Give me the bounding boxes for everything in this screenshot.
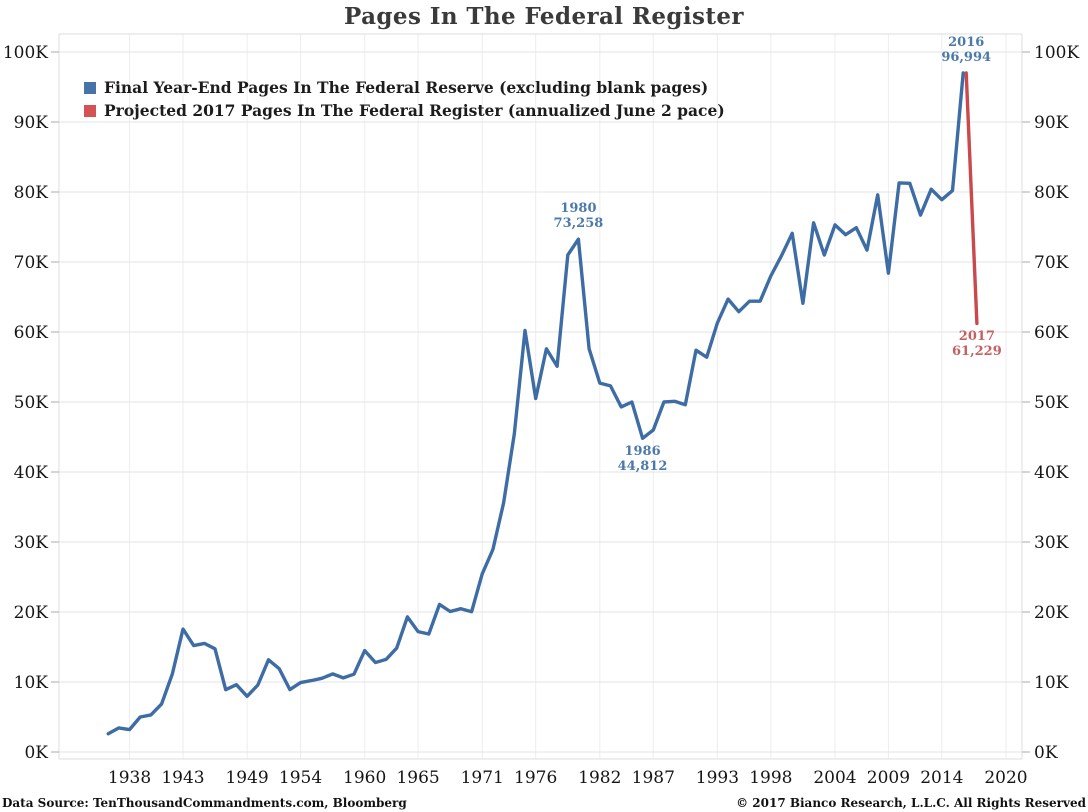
annotation-year: 2016	[948, 35, 985, 51]
data-source-note: Data Source: TenThousandCommandments.com…	[2, 796, 407, 810]
y-axis-label-right: 100K	[1034, 43, 1079, 63]
x-axis-label: 2009	[867, 768, 910, 788]
x-axis-label: 1971	[461, 768, 504, 788]
annotation-value: 73,258	[553, 215, 604, 231]
x-axis-label: 1987	[632, 768, 675, 788]
x-axis-label: 2004	[813, 768, 856, 788]
x-axis-label: 1965	[396, 768, 439, 788]
x-axis-label: 1938	[108, 768, 151, 788]
y-axis-label-right: 40K	[1034, 463, 1069, 483]
x-axis-label: 1998	[749, 768, 792, 788]
y-axis-label-right: 30K	[1034, 533, 1069, 553]
series-projected-2017-line	[964, 71, 979, 326]
y-axis-label-right: 50K	[1034, 393, 1069, 413]
legend-swatch-red-icon	[84, 105, 96, 117]
annotation-year: 2017	[958, 329, 995, 345]
y-axis-label-right: 70K	[1034, 253, 1069, 273]
y-axis-label-right: 20K	[1034, 603, 1069, 623]
y-axis-label-left: 70K	[14, 253, 49, 273]
x-axis-label: 1960	[343, 768, 386, 788]
x-axis-label: 1954	[279, 768, 322, 788]
annotation-2016-peak: 2016 96,994	[911, 35, 1021, 65]
legend-item-final-pages: Final Year-End Pages In The Federal Rese…	[84, 78, 725, 97]
y-axis-label-left: 50K	[14, 393, 49, 413]
x-axis-label: 2014	[920, 768, 963, 788]
series-final-pages-line	[106, 71, 965, 736]
legend-label: Final Year-End Pages In The Federal Rese…	[104, 78, 709, 97]
annotation-value: 61,229	[952, 343, 1002, 359]
y-axis-label-left: 10K	[14, 673, 49, 693]
y-axis-label-right: 80K	[1034, 183, 1069, 203]
y-axis-label-left: 40K	[14, 463, 49, 483]
y-axis-label-right: 90K	[1034, 113, 1069, 133]
annotation-2017-projection: 2017 61,229	[922, 330, 1032, 359]
y-axis-label-left: 30K	[14, 533, 49, 553]
y-axis-label-right: 10K	[1034, 673, 1069, 693]
y-axis-label-left: 80K	[14, 183, 49, 203]
annotation-1980-peak: 1980 73,258	[523, 202, 633, 231]
legend-item-projected-pages: Projected 2017 Pages In The Federal Regi…	[84, 101, 725, 120]
y-axis-label-right: 60K	[1034, 323, 1069, 343]
y-axis-label-left: 100K	[3, 43, 48, 63]
y-axis-label-left: 60K	[14, 323, 49, 343]
page-title: Pages In The Federal Register	[344, 3, 744, 30]
annotation-year: 1980	[560, 201, 597, 217]
annotation-year: 1986	[624, 444, 661, 460]
y-axis-label-left: 0K	[24, 743, 48, 763]
annotation-value: 96,994	[941, 49, 992, 65]
x-axis-label: 2020	[984, 768, 1027, 788]
x-axis-label: 1943	[161, 768, 204, 788]
y-axis-label-left: 90K	[14, 113, 49, 133]
legend-label: Projected 2017 Pages In The Federal Regi…	[104, 101, 725, 120]
annotation-value: 44,812	[617, 458, 668, 474]
chart-legend: Final Year-End Pages In The Federal Rese…	[84, 78, 725, 124]
x-axis-label: 1949	[225, 768, 268, 788]
copyright-note: © 2017 Bianco Research, L.L.C. All Right…	[736, 796, 1086, 810]
y-axis-label-left: 20K	[14, 603, 49, 623]
x-axis-label: 1976	[514, 768, 557, 788]
legend-swatch-blue-icon	[84, 82, 96, 94]
x-axis-label: 1993	[696, 768, 739, 788]
y-axis-label-right: 0K	[1034, 743, 1058, 763]
annotation-1986-trough: 1986 44,812	[588, 445, 698, 474]
x-axis-label: 1982	[578, 768, 621, 788]
